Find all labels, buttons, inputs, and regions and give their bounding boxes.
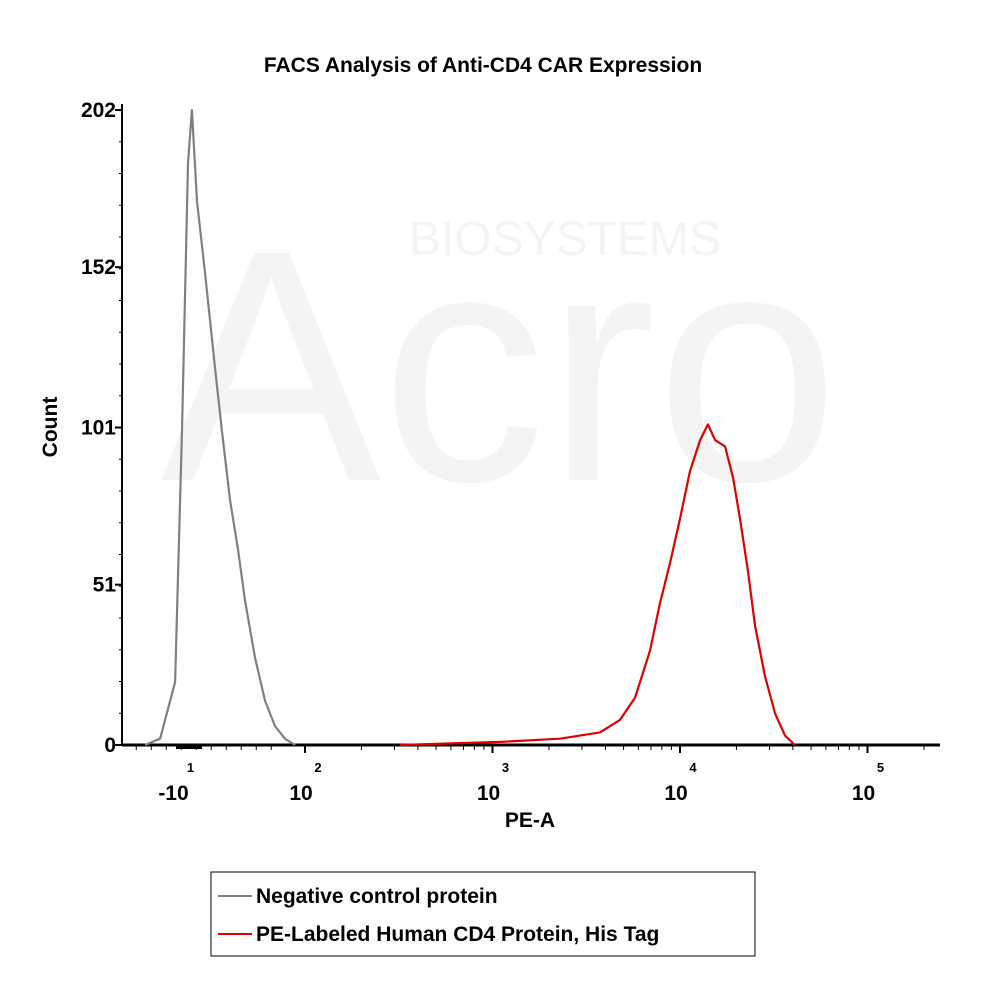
watermark: Acro BIOSYSTEMS [161, 181, 840, 550]
y-tick-label: 51 [93, 574, 117, 597]
y-tick-label: 0 [104, 734, 116, 757]
x-tick-label-base: 10 [664, 782, 687, 805]
legend-label-negative: Negative control protein [256, 885, 498, 908]
watermark-sub: BIOSYSTEMS [409, 213, 721, 266]
series-negative-control [144, 108, 296, 747]
x-tick-label-base: -10 [158, 782, 188, 805]
x-tick-label-exponent: 2 [314, 760, 321, 775]
x-tick-label-exponent: 3 [502, 760, 509, 775]
x-tick-label-exponent: 4 [689, 760, 697, 775]
x-tick-label-exponent: 1 [187, 760, 194, 775]
x-tick-label-exponent: 5 [877, 760, 884, 775]
x-tick-label-base: 10 [477, 782, 500, 805]
legend: Negative control protein PE-Labeled Huma… [210, 871, 756, 957]
curves [144, 108, 796, 747]
x-tick-label-base: 10 [852, 782, 875, 805]
y-tick-label: 101 [81, 417, 116, 440]
y-tick-label: 152 [81, 256, 116, 279]
y-tick-label: 202 [81, 99, 116, 122]
legend-label-pe-cd4: PE-Labeled Human CD4 Protein, His Tag [256, 923, 659, 946]
x-zero-region-marker [176, 745, 202, 749]
chart-title: FACS Analysis of Anti-CD4 CAR Expression [264, 54, 702, 77]
y-axis-label: Count [39, 397, 62, 458]
legend-box [210, 871, 756, 957]
watermark-brand: Acro [161, 181, 840, 550]
x-tick-label-base: 10 [289, 782, 312, 805]
x-axis-label: PE-A [505, 809, 555, 832]
